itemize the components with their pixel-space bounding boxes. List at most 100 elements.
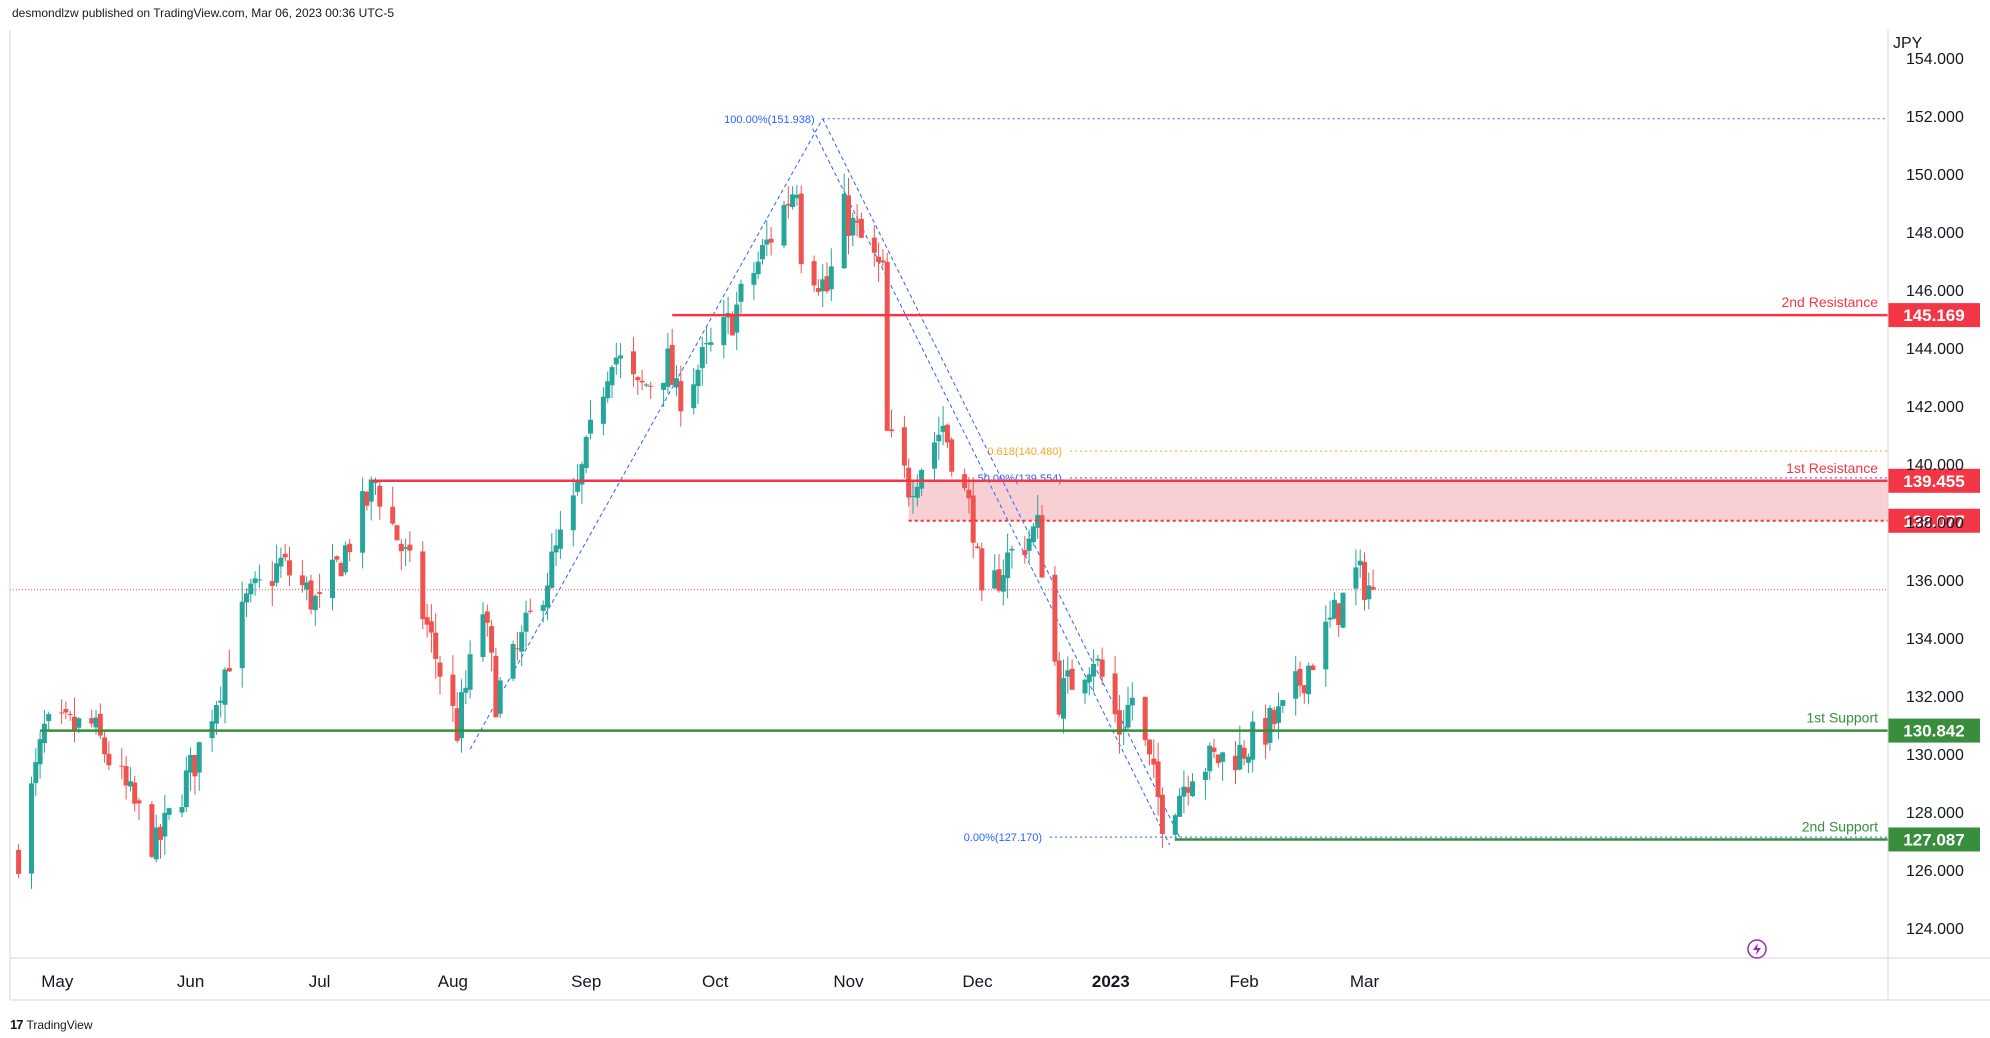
candle-body (467, 654, 473, 690)
footer-brand[interactable]: 17 TradingView (10, 1017, 93, 1032)
candle (1099, 647, 1105, 685)
candle (755, 251, 761, 280)
candle-body (605, 381, 611, 399)
candle-body (1147, 739, 1152, 755)
candle-body (1142, 696, 1148, 741)
candle (63, 701, 69, 720)
candle-body (278, 557, 284, 567)
candle (1233, 741, 1238, 785)
candle-body (256, 579, 262, 581)
candle (1237, 725, 1243, 771)
candle-body (1220, 752, 1226, 762)
candle (846, 178, 851, 255)
candle-body (583, 436, 589, 468)
candle (979, 542, 985, 602)
candle-body (1293, 671, 1299, 699)
candle (136, 798, 142, 820)
candle (841, 173, 847, 269)
candle (871, 225, 877, 267)
candle-body (846, 195, 851, 236)
candle (166, 807, 172, 820)
candle-body (527, 610, 533, 612)
y-tick-label: 146.000 (1906, 283, 1964, 300)
candle (97, 703, 103, 739)
lightning-icon[interactable] (1747, 939, 1767, 959)
candle (454, 692, 460, 743)
candle-body (1327, 617, 1333, 620)
x-tick-label: Nov (833, 972, 864, 991)
resistance-zone (908, 480, 1888, 521)
fib-level-label: 100.00%(151.938) (724, 114, 815, 126)
candle-body (699, 347, 705, 369)
candle-body (755, 261, 761, 275)
candle (119, 748, 125, 780)
candle (239, 581, 245, 688)
candle-body (364, 491, 370, 506)
fib-level-label: 0.00%(127.170) (964, 832, 1042, 844)
candle (330, 544, 335, 611)
candle (1056, 651, 1062, 718)
fibonacci-retracement[interactable]: 100.00%(151.938) 0.618(140.480) 50.00%(139… (469, 114, 1888, 846)
candle-body (721, 317, 727, 346)
candle-body (222, 669, 228, 705)
candle-body (734, 304, 740, 333)
candle-body (1340, 592, 1346, 628)
candle-body (347, 543, 353, 553)
candle (1211, 738, 1217, 759)
candle-body (1185, 787, 1191, 793)
fib-level-label: 0.618(140.480) (987, 446, 1062, 458)
candle (665, 332, 671, 394)
candle-body (785, 203, 791, 206)
candle (1039, 504, 1045, 578)
candle (312, 594, 318, 626)
candle (1005, 533, 1011, 599)
candle-body (1181, 786, 1187, 797)
candle-body (428, 621, 434, 633)
candle (278, 547, 284, 578)
candle (1112, 656, 1118, 723)
candle-body (192, 755, 198, 777)
candle-body (368, 479, 374, 502)
candle (1271, 706, 1277, 733)
candle-body (59, 712, 65, 714)
candle-body (188, 754, 194, 773)
candle (820, 264, 826, 308)
candle-body (1267, 707, 1273, 743)
candle (1353, 549, 1359, 606)
candle (1301, 685, 1307, 704)
candle-body (218, 700, 224, 703)
candle-body (850, 217, 856, 236)
candle-body (1207, 745, 1213, 772)
candle-body (751, 273, 757, 285)
level-name-label: 2nd Resistance (1781, 294, 1878, 310)
candle (489, 619, 495, 672)
candle (643, 383, 649, 388)
candle-body (37, 739, 43, 765)
candle (884, 252, 890, 432)
candle-body (1241, 747, 1247, 759)
price-box (1888, 508, 1980, 533)
candle (338, 561, 344, 577)
candle (1297, 661, 1303, 697)
candle-body (29, 783, 34, 874)
level-name-label: 1st Support (1806, 710, 1878, 726)
candle-body (919, 469, 925, 489)
x-tick-label: Oct (702, 972, 729, 991)
candle (600, 387, 606, 436)
candle-body (588, 419, 593, 434)
candle (1091, 649, 1097, 692)
candle (1069, 659, 1075, 690)
candle (815, 279, 821, 296)
candle (553, 529, 559, 566)
candle-body (136, 800, 142, 804)
level-lines[interactable]: 2nd Resistance 145.169 1st Resistance 139.4… (40, 294, 1980, 852)
candle-body (1039, 515, 1045, 578)
candle (248, 578, 254, 603)
candle-body (162, 812, 168, 837)
candle-body (484, 611, 490, 623)
level-name-label: 2nd Support (1802, 818, 1878, 834)
candle (192, 754, 198, 795)
candle-body (975, 546, 980, 549)
tradingview-logo-icon: 17 (10, 1017, 24, 1032)
